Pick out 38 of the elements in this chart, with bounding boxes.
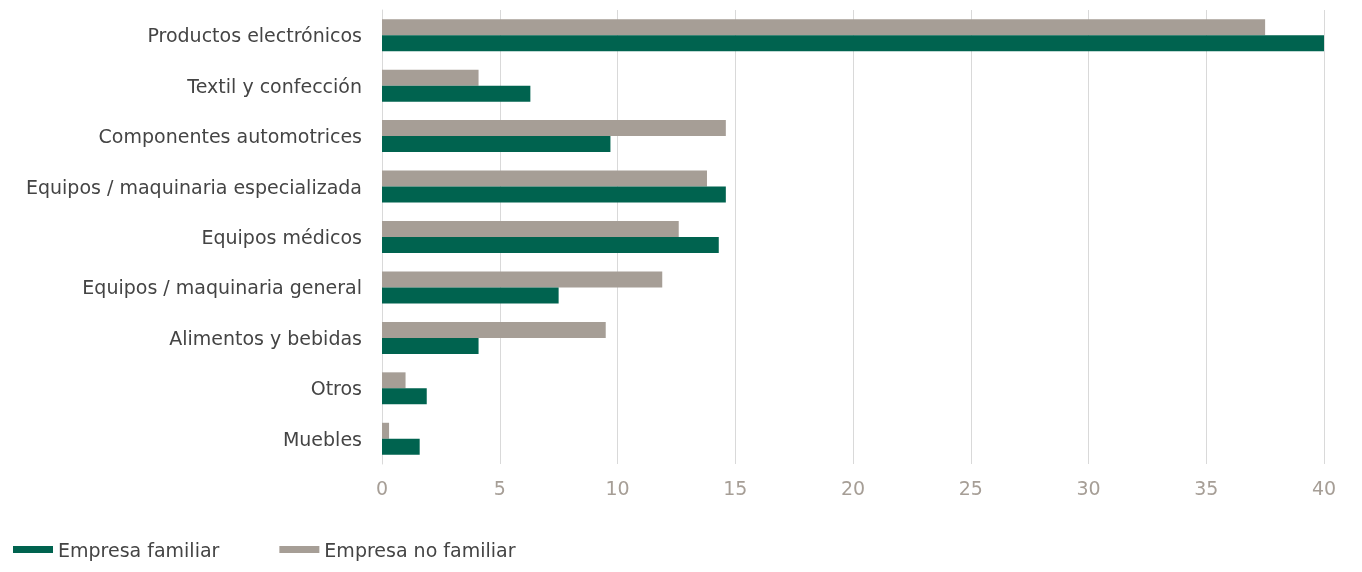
x-tick-label: 30	[1076, 476, 1101, 499]
x-tick-label: 25	[958, 476, 983, 499]
bar	[382, 438, 420, 455]
bar	[382, 337, 479, 354]
bar	[382, 221, 679, 237]
y-tick-label: Productos electrónicos	[147, 24, 362, 47]
bar	[382, 136, 611, 153]
bar	[382, 35, 1324, 52]
bar	[382, 170, 707, 187]
bar	[382, 85, 531, 102]
x-tick-label: 5	[493, 476, 506, 499]
bar	[382, 287, 559, 304]
y-tick-label: Equipos / maquinaria general	[82, 276, 362, 299]
x-tick-label: 40	[1311, 476, 1337, 499]
bar	[382, 271, 663, 288]
bar	[382, 237, 719, 253]
x-tick-label: 10	[605, 476, 630, 499]
x-tick-label: 35	[1194, 476, 1219, 499]
legend-label: Empresa familiar	[58, 538, 220, 561]
bar	[382, 19, 1266, 36]
y-tick-label: Muebles	[282, 427, 362, 450]
bar	[382, 422, 390, 439]
x-tick-label: 15	[723, 476, 748, 499]
bar	[382, 186, 726, 203]
bar	[382, 388, 427, 405]
bar	[382, 372, 406, 389]
x-tick-label: 20	[840, 476, 866, 499]
y-tick-label: Equipos / maquinaria especializada	[25, 175, 362, 198]
y-tick-label: Otros	[310, 377, 362, 400]
bar	[382, 69, 479, 86]
bar	[382, 120, 726, 137]
bar	[382, 321, 606, 338]
y-tick-label: Textil y confección	[186, 74, 362, 97]
y-tick-label: Alimentos y bebidas	[169, 326, 362, 349]
x-tick-label: 0	[375, 476, 389, 499]
legend-label: Empresa no familiar	[324, 538, 516, 561]
y-tick-label: Equipos médicos	[201, 226, 362, 248]
y-tick-label: Componentes automotrices	[98, 125, 362, 148]
